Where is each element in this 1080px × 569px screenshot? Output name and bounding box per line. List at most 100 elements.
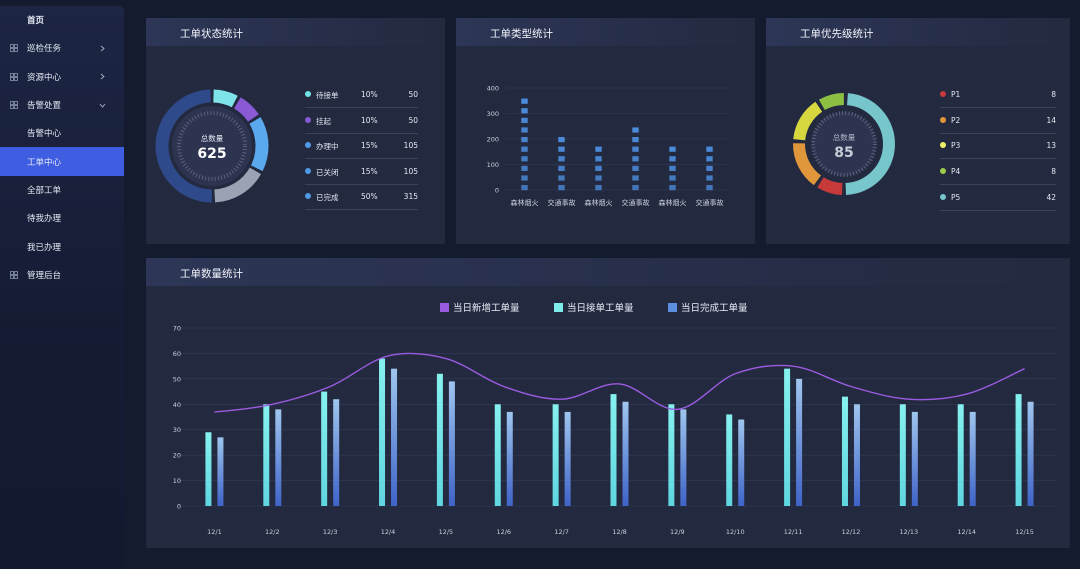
status-card-header: 工单状态统计: [146, 18, 445, 46]
legend-dot: [940, 168, 946, 175]
legend-label: 当日完成工单量: [681, 303, 748, 314]
count-legend: 当日新增工单量 当日接单工单量 当日完成工单量: [146, 300, 1070, 314]
sidebar-item[interactable]: 告警中心: [0, 119, 124, 147]
status-center-value: 625: [197, 146, 226, 162]
bar-segment: [632, 156, 639, 162]
legend-value: 50: [408, 90, 418, 99]
bar-accepted: [726, 414, 733, 506]
bar-segment: [558, 165, 565, 171]
count-card-header: 工单数量统计: [146, 258, 1070, 286]
sidebar-item-label: 全部工单: [27, 185, 62, 196]
x-tick-label: 12/3: [323, 528, 338, 536]
sidebar-item[interactable]: 全部工单: [0, 176, 124, 204]
sidebar: 首页巡检任务资源中心告警处置告警中心 工单中心全部工单待我办理我已办理 管理后台: [0, 6, 124, 569]
bar-segment: [632, 185, 639, 191]
legend-value: 14: [1046, 115, 1056, 125]
legend-percent: 15%: [361, 166, 378, 176]
line-new-orders: [214, 352, 1025, 413]
bar-segment: [669, 146, 676, 152]
sidebar-item[interactable]: 巡检任务: [0, 34, 124, 62]
sidebar-item-label: 巡检任务: [27, 44, 62, 55]
bar-segment: [595, 175, 602, 181]
bar-segment: [706, 156, 713, 162]
bar-segment: [521, 156, 528, 162]
priority-center-value: 85: [834, 145, 853, 161]
bar: [521, 98, 528, 191]
bar-segment: [669, 175, 676, 181]
bar-completed: [506, 411, 513, 506]
count-card-title: 工单数量统计: [180, 268, 243, 280]
x-tick-label: 12/12: [842, 528, 861, 536]
priority-card-header: 工单优先级统计: [766, 18, 1070, 46]
donut-slice: [817, 177, 843, 195]
sidebar-item[interactable]: 首页: [0, 6, 124, 34]
legend-value: 50: [408, 115, 418, 125]
priority-card: 工单优先级统计 总数量 85 P1 8 P2 14 P3 13 P4 8 P5 42: [766, 18, 1070, 244]
legend-value: 13: [1046, 141, 1056, 151]
y-tick-label: 60: [173, 350, 181, 358]
bar-segment: [706, 175, 713, 181]
legend-name: P4: [951, 167, 961, 177]
bar-segment: [521, 127, 528, 133]
y-tick-label: 40: [173, 401, 181, 409]
donut-slice: [155, 89, 213, 203]
sidebar-item[interactable]: 待我办理: [0, 204, 124, 232]
bar-accepted: [205, 432, 212, 506]
sidebar-item[interactable]: 告警处置: [0, 91, 124, 119]
x-tick-label: 12/11: [784, 528, 803, 536]
count-combo-chart: 0 10 20 30 40 50 60 70 12/1 12/2 12/3 12/4 12/5 12/6 1…: [173, 325, 1056, 536]
legend-item[interactable]: 当日新增工单量: [440, 300, 520, 314]
bar-segment: [669, 156, 676, 162]
y-tick-label: 10: [173, 477, 181, 485]
bar-segment: [595, 185, 602, 191]
bar-accepted: [379, 358, 386, 506]
sidebar-item[interactable]: 管理后台: [0, 261, 124, 289]
sidebar-item[interactable]: 资源中心: [0, 63, 124, 91]
donut-slice: [214, 167, 262, 203]
legend-row: P2 14: [940, 108, 1056, 134]
x-tick-label: 12/8: [612, 528, 627, 536]
bar-segment: [521, 165, 528, 171]
status-donut-chart: 总数量 625: [155, 89, 269, 203]
bar-accepted: [899, 404, 906, 506]
bar-segment: [521, 185, 528, 191]
legend-row: P5 42: [940, 185, 1056, 211]
priority-donut-chart: 总数量 85: [793, 93, 895, 195]
legend-item[interactable]: 当日完成工单量: [668, 300, 748, 314]
bar: [558, 137, 565, 191]
x-tick-label: 12/1: [207, 528, 222, 536]
legend-row: P1 8: [940, 82, 1056, 108]
sidebar-item-label: 待我办理: [27, 214, 62, 225]
legend-name: P5: [951, 192, 961, 202]
bar-completed: [1027, 401, 1034, 506]
bar-completed: [564, 411, 571, 506]
bar-segment: [558, 175, 565, 181]
legend-item[interactable]: 当日接单工单量: [554, 300, 634, 314]
sidebar-item-label: 告警处置: [27, 101, 62, 112]
legend-value: 315: [403, 192, 418, 201]
legend-dot: [305, 167, 311, 174]
sidebar-item[interactable]: 我已办理: [0, 232, 124, 260]
grid-icon: [10, 72, 18, 81]
legend-name: P3: [951, 141, 961, 151]
donut-inner-disc: [812, 112, 876, 176]
type-card: 工单类型统计 0 100 200 300 400 森林烟火 交通事故 森林烟火 交通事故 森林烟火…: [456, 18, 755, 244]
legend-name: 已完成: [316, 193, 339, 202]
bar-segment: [632, 175, 639, 181]
bar-segment: [558, 137, 565, 143]
y-tick-label: 300: [487, 110, 499, 118]
legend-row: 已关闭 15% 105: [305, 159, 418, 185]
status-card-title: 工单状态统计: [180, 28, 243, 40]
bar: [595, 146, 602, 191]
legend-dot: [940, 91, 946, 97]
sidebar-item-label: 资源中心: [27, 72, 62, 83]
priority-card-title: 工单优先级统计: [800, 28, 874, 40]
x-tick-label: 交通事故: [696, 198, 724, 207]
legend-label: 当日新增工单量: [453, 303, 520, 314]
x-tick-label: 12/9: [670, 528, 685, 536]
sidebar-item[interactable]: 工单中心: [0, 147, 124, 176]
bar-accepted: [784, 368, 791, 506]
x-tick-label: 森林烟火: [511, 198, 539, 207]
bar-completed: [275, 409, 282, 506]
